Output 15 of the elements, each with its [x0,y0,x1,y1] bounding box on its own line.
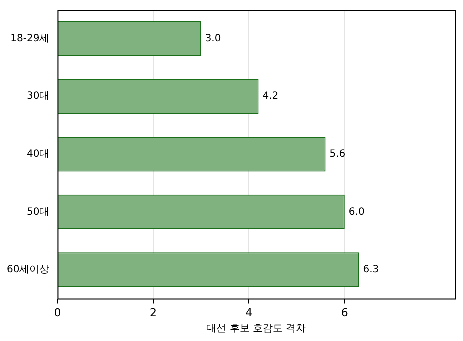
data-label: 5.6 [330,148,346,160]
data-label: 3.0 [205,33,222,44]
data-label: 4.2 [262,91,279,102]
y-tick-label: 30대 [26,91,50,102]
x-tick-label: 4 [246,306,253,320]
x-tick-label: 0 [54,306,62,320]
y-tick-label: 40대 [26,148,50,160]
x-tick-label: 6 [341,306,348,320]
x-axis-title: 대선 후보 호감도 격차 [206,324,306,335]
data-label: 6.0 [348,206,365,218]
data-label: 6.3 [363,264,380,276]
x-tick-label: 2 [150,306,157,320]
y-tick-label: 60세이상 [6,264,50,276]
y-tick-label: 50대 [26,206,50,218]
y-tick-label: 18-29세 [10,33,50,44]
